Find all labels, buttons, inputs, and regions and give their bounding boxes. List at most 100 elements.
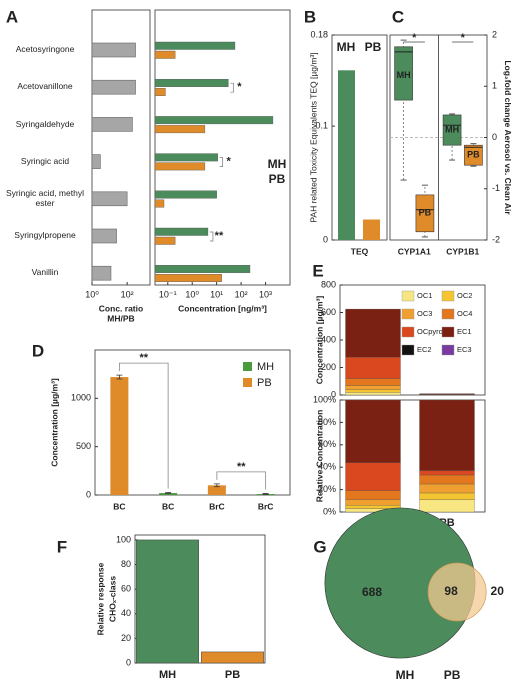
y-tick-label: 0 [126, 657, 131, 667]
legend-swatch [441, 308, 455, 320]
axes-frame [331, 34, 388, 241]
bar-segment [345, 392, 401, 396]
bar [154, 274, 222, 282]
y-tick-label: 60 [121, 584, 131, 594]
y-tick-label: 20 [121, 633, 131, 643]
legend-label: MH [337, 40, 356, 54]
set-label: PB [444, 668, 461, 682]
legend-label: OC4 [457, 309, 472, 318]
bar [363, 219, 380, 240]
bar [91, 117, 133, 132]
significance-bracket [118, 362, 169, 489]
y-tick-label: 0% [323, 506, 336, 516]
x-tick-label: BrC [209, 501, 225, 511]
error-bar [262, 493, 269, 495]
panel-letter: C [392, 7, 404, 26]
box-label: MH [397, 70, 411, 80]
venn-count: 98 [444, 584, 458, 598]
bar-segment [419, 492, 475, 500]
axis-title: Log₂fold change Aerosol vs. Clean Air [503, 60, 513, 215]
category-label: Syringic acid [21, 156, 69, 166]
legend-label: PB [269, 172, 286, 186]
x-tick-label: TEQ [351, 246, 369, 256]
x-tick-label: 10⁰ [85, 289, 99, 299]
bar [207, 485, 226, 495]
box [464, 144, 483, 166]
legend-label: MH [268, 157, 287, 171]
bar [136, 539, 199, 664]
significance: ** [237, 461, 246, 473]
axis-title: CHOₓ-class [107, 576, 117, 622]
box [394, 46, 413, 101]
x-tick-label: 10⁰ [185, 289, 199, 299]
bar-segment [419, 470, 475, 476]
legend-label: OC2 [457, 291, 472, 300]
category-text: Vanillin [31, 267, 59, 278]
legend-swatch [401, 326, 415, 338]
axis-title: Relative response [95, 562, 105, 635]
legend-swatch [441, 290, 455, 302]
y-tick-label: 800 [321, 279, 336, 289]
x-tick-label: 10⁻¹ [159, 289, 177, 299]
legend-label: OC1 [417, 291, 432, 300]
x-tick-label: 10¹ [210, 289, 223, 299]
venn-set [427, 562, 487, 622]
significance: ** [139, 352, 148, 364]
bar-segment [345, 389, 401, 393]
box-label: PB [419, 208, 432, 218]
bar [91, 265, 112, 281]
x-tick-label: 10² [235, 289, 248, 299]
legend-label: OC3 [417, 309, 432, 318]
bar [91, 228, 117, 244]
error-bar [213, 483, 220, 488]
legend-label: EC1 [457, 327, 472, 336]
category-text: Syringic acid, methyl ester [6, 188, 84, 208]
bar [154, 190, 217, 199]
bar [338, 70, 355, 240]
y-tick-label: 100 [116, 534, 131, 544]
category-label: Syringaldehyde [16, 119, 75, 129]
y-tick-label: 40% [318, 462, 336, 472]
x-tick-label: CYP1B1 [446, 246, 479, 256]
significance: * [461, 32, 466, 44]
venn-count: 688 [362, 585, 382, 599]
x-tick-label: BC [113, 501, 125, 511]
legend-swatch [441, 326, 455, 338]
venn-count: 20 [491, 584, 505, 598]
bar [154, 78, 229, 87]
legend-label: PB [365, 40, 382, 54]
significance-bracket [230, 82, 234, 93]
bar [154, 50, 176, 59]
panel-letter: A [6, 7, 18, 26]
panel-letter: D [32, 341, 44, 360]
axes-frame [134, 534, 266, 664]
legend-swatch [243, 362, 252, 371]
bar [154, 227, 209, 236]
y-tick-label: 500 [76, 441, 91, 451]
y-tick-label: 40 [121, 608, 131, 618]
bar-segment [345, 357, 401, 379]
box [442, 114, 462, 146]
y-tick-label: 0.1 [315, 120, 328, 130]
error-bar [165, 492, 172, 495]
y-tick-label: 0 [331, 389, 336, 399]
bar [91, 191, 128, 207]
legend-label: EC2 [417, 345, 432, 354]
axis-title: PAH related Toxicity Equivalents TEQ [µg… [308, 52, 318, 222]
bar-segment [419, 393, 475, 395]
y-tick-label: 60% [318, 439, 336, 449]
x-tick-label: BrC [258, 501, 274, 511]
category-label: Acetovanillone [17, 81, 73, 92]
significance-bracket [209, 231, 214, 242]
y-tick-label: -2 [492, 234, 500, 244]
category-label: Acetosyringone [16, 44, 75, 54]
x-tick-label: 10² [121, 289, 134, 299]
legend-label: PB [257, 377, 272, 389]
axis-title: Conc. ratio [99, 303, 143, 313]
y-tick-label: -1 [492, 183, 500, 193]
panel-letter: B [304, 7, 316, 26]
significance: * [237, 81, 242, 93]
legend-label: EC3 [457, 345, 472, 354]
y-tick-label: 1000 [71, 393, 91, 403]
category-text: Acetovanillone [17, 81, 73, 92]
